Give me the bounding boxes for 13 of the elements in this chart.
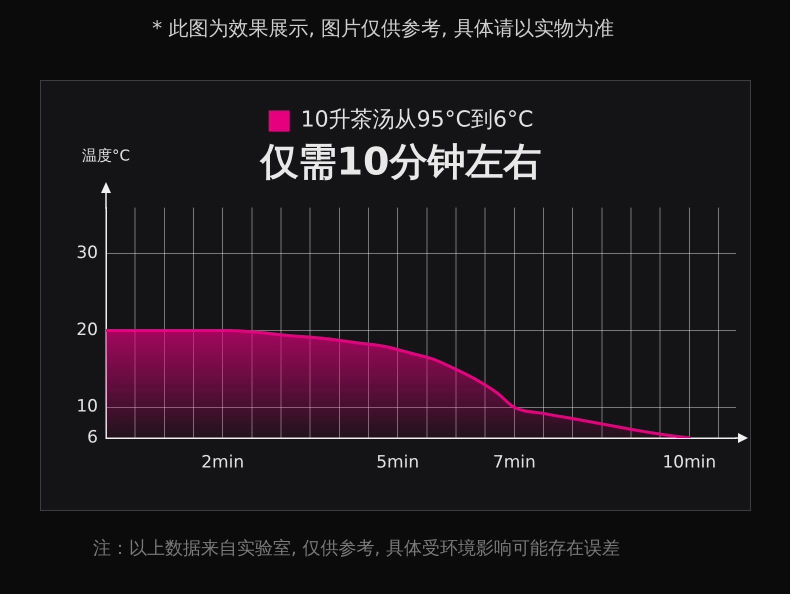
chart-title: 仅需10分钟左右 <box>258 140 542 184</box>
y-tick-label: 20 <box>76 320 98 340</box>
y-tick-label: 10 <box>76 396 98 417</box>
text: 注：以上数据来自实验室, 仅供参考, 具体受环境影响可能存在误差 <box>93 537 621 561</box>
y-tick-label: 6 <box>87 427 98 448</box>
x-tick-label: 5min <box>376 452 420 473</box>
y-axis-title: 温度°C <box>82 146 130 164</box>
text: * 此图为效果展示, 图片仅供参考, 具体请以实物为准 <box>151 15 615 42</box>
x-tick-label: 10min <box>662 452 716 473</box>
y-tick-label: 30 <box>76 243 98 264</box>
x-tick-label: 7min <box>492 452 536 473</box>
x-tick-label: 2min <box>201 452 244 473</box>
legend-label: 10升茶汤从95°C到6°C <box>300 108 534 133</box>
